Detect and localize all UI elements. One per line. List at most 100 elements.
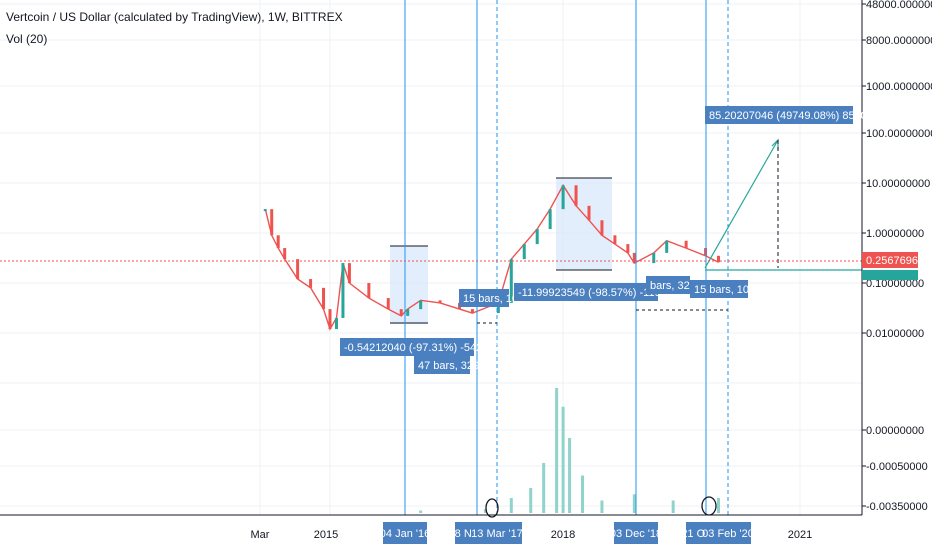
annotation-label: -0.54212040 (-97.31%) -54212040	[344, 342, 513, 354]
price-tick-label: 0.10000000	[866, 278, 924, 290]
candle	[334, 317, 338, 330]
candle	[587, 205, 591, 221]
candle	[309, 279, 313, 288]
candle	[613, 235, 617, 245]
candle	[296, 259, 300, 280]
date-marker-box	[383, 522, 427, 544]
annotation-label: 85.20207046 (49749.08%) 8520207046	[709, 110, 904, 122]
price-tick-label: 48000.00000000	[866, 0, 932, 11]
annotation-box	[414, 356, 470, 374]
candle	[367, 283, 371, 299]
volume-bar	[542, 463, 546, 513]
price-tick-label: 1000.00000000	[866, 81, 932, 93]
date-marker-lines	[404, 0, 729, 515]
candle	[535, 229, 539, 245]
price-tick-label: 10.00000000	[866, 178, 930, 190]
time-tick-label: 2015	[314, 529, 338, 541]
price-tick-label: 1.00000000	[866, 228, 924, 240]
time-tick-label: 2021	[788, 529, 812, 541]
candle	[283, 248, 287, 260]
grid	[0, 0, 862, 515]
annotation-box	[705, 106, 853, 124]
volume-bar	[561, 406, 565, 513]
candle	[276, 235, 280, 249]
candle	[574, 185, 578, 206]
volume-bar	[483, 509, 487, 513]
volume-bar	[600, 500, 604, 513]
date-marker-box	[705, 522, 751, 544]
candle	[406, 309, 410, 316]
annotation-box	[646, 276, 690, 294]
price-series-line	[264, 183, 719, 331]
date-marker-label: 13 Mar '17	[471, 528, 523, 540]
annotation-label: bars, 32	[650, 280, 690, 292]
volume-bar	[717, 498, 720, 513]
time-axis[interactable]: Mar 2015 2018 2021	[251, 529, 813, 541]
candle	[322, 287, 326, 310]
date-marker-box	[614, 522, 658, 544]
price-tick-label: 100.00000000	[866, 128, 932, 140]
date-marker-label: 04 Jan '16	[380, 528, 430, 540]
date-marker-box	[686, 522, 706, 544]
candle	[626, 244, 630, 253]
candle	[600, 220, 604, 236]
candle	[399, 309, 403, 316]
candle	[438, 300, 442, 303]
date-marker-box	[455, 522, 477, 544]
annotation-label: 15 bars, 105d	[694, 284, 761, 296]
date-marker-label: 21 Oc	[681, 528, 711, 540]
candle	[561, 185, 565, 210]
volume-bar	[555, 388, 559, 513]
date-marker-label: 03 Feb '20	[702, 528, 754, 540]
projection-axis-marker	[862, 270, 918, 280]
price-tick-label: 0.01000000	[866, 328, 924, 340]
volume-bar	[509, 498, 513, 513]
candle	[263, 209, 267, 212]
annotation-label: 15 bars, 105	[463, 293, 524, 305]
bar-count-arrows	[477, 309, 728, 324]
projection	[704, 138, 862, 271]
volume-bar	[529, 488, 533, 513]
candles	[263, 185, 720, 330]
price-tick-label: 8000.00000000	[866, 35, 932, 47]
candle	[632, 252, 636, 264]
candle	[652, 252, 656, 264]
candle	[328, 309, 332, 330]
volume-bar	[581, 475, 585, 513]
volume-legend: Vol (20)	[6, 32, 48, 46]
candle	[347, 263, 351, 283]
svg-text:0.25676963: 0.25676963	[866, 255, 924, 267]
date-marker-box	[472, 522, 522, 544]
volume-bar	[632, 494, 636, 513]
candle	[522, 244, 526, 260]
volume-bars	[419, 388, 720, 513]
candle	[548, 209, 552, 230]
annotation-box	[690, 280, 748, 298]
candle	[341, 263, 345, 318]
time-tick-label: 2018	[551, 529, 575, 541]
volume-tick-label: 0.00000000	[866, 425, 924, 437]
volume-axis[interactable]: 0.00000000 -0.00050000 -0.00350000	[862, 425, 928, 513]
volume-bar	[568, 438, 572, 513]
candle	[386, 298, 390, 310]
candle	[470, 309, 474, 314]
annotation-box	[459, 289, 509, 307]
volume-bar	[671, 500, 675, 513]
annotation-label: 47 bars, 329d	[418, 360, 485, 372]
candle	[665, 240, 669, 253]
candle	[509, 259, 513, 303]
last-price-label: 0.25676963	[862, 252, 924, 268]
volume-tick-label: -0.00350000	[866, 501, 928, 513]
annotation-box	[514, 283, 658, 301]
price-axis[interactable]: 48000.00000000 8000.00000000 1000.00000000…	[862, 0, 932, 340]
candle	[496, 302, 500, 314]
candle	[270, 209, 274, 236]
candle	[419, 300, 423, 310]
chart-title: Vertcoin / US Dollar (calculated by Trad…	[6, 10, 343, 24]
annotation-box	[340, 338, 474, 356]
candle	[717, 255, 720, 263]
volume-tick-label: -0.00050000	[866, 461, 928, 473]
date-marker-label: 03 Dec '18	[610, 528, 662, 540]
